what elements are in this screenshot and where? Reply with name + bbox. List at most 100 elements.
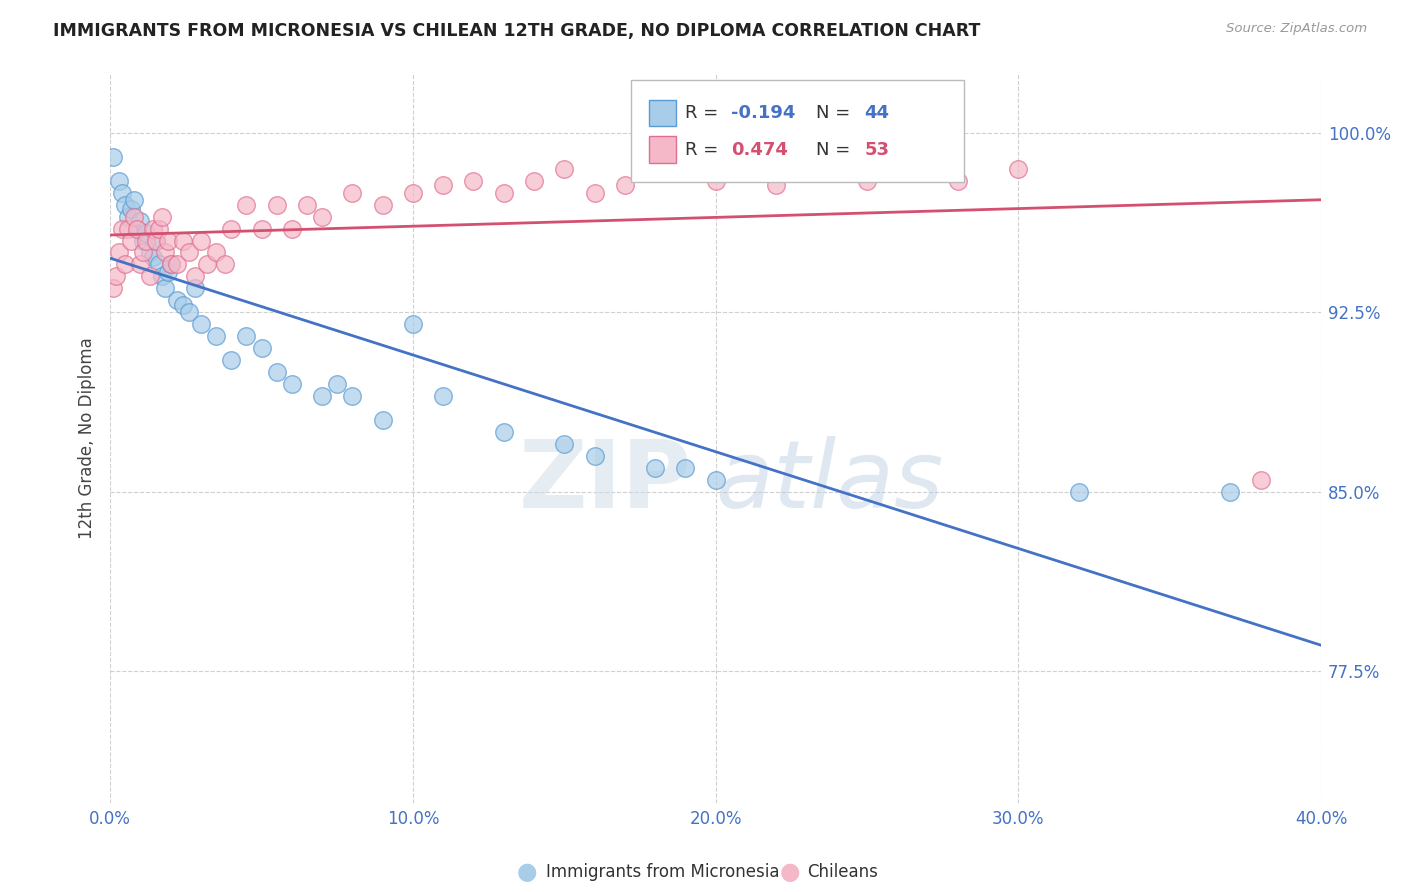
Point xyxy=(1007,161,1029,176)
Point xyxy=(205,245,228,260)
Point xyxy=(135,227,157,241)
Point xyxy=(153,245,176,260)
Point xyxy=(148,257,170,271)
Point xyxy=(371,413,394,427)
Point xyxy=(132,234,155,248)
Text: N =: N = xyxy=(815,141,856,159)
Point xyxy=(281,377,304,392)
Text: IMMIGRANTS FROM MICRONESIA VS CHILEAN 12TH GRADE, NO DIPLOMA CORRELATION CHART: IMMIGRANTS FROM MICRONESIA VS CHILEAN 12… xyxy=(53,22,981,40)
Point xyxy=(108,245,131,260)
Point xyxy=(214,257,236,271)
Point xyxy=(138,269,160,284)
Point xyxy=(145,234,167,248)
Text: -0.194: -0.194 xyxy=(731,104,796,122)
Point xyxy=(177,305,200,319)
Point xyxy=(190,318,212,332)
Point xyxy=(492,186,515,200)
Point xyxy=(145,234,167,248)
Point xyxy=(111,186,134,200)
Text: ●: ● xyxy=(780,861,800,884)
Text: atlas: atlas xyxy=(716,436,943,527)
Point xyxy=(856,174,879,188)
Point xyxy=(129,257,152,271)
Y-axis label: 12th Grade, No Diploma: 12th Grade, No Diploma xyxy=(79,337,96,539)
Point xyxy=(235,197,257,211)
Point xyxy=(156,234,179,248)
Point xyxy=(266,365,288,379)
Point xyxy=(166,257,188,271)
Point xyxy=(124,210,146,224)
Point xyxy=(114,197,136,211)
Text: ZIP: ZIP xyxy=(519,436,692,528)
Point xyxy=(371,197,394,211)
Text: Immigrants from Micronesia: Immigrants from Micronesia xyxy=(546,863,779,881)
Point xyxy=(553,161,575,176)
Point xyxy=(311,210,333,224)
Point xyxy=(166,293,188,308)
FancyBboxPatch shape xyxy=(631,80,965,183)
Text: ●: ● xyxy=(517,861,537,884)
Point xyxy=(326,377,349,392)
Bar xyxy=(650,136,676,162)
Point xyxy=(825,161,848,176)
Point xyxy=(583,186,606,200)
Point xyxy=(103,281,125,295)
Point xyxy=(644,161,666,176)
Text: 44: 44 xyxy=(865,104,890,122)
Point xyxy=(1219,484,1241,499)
Point xyxy=(159,257,181,271)
Text: 53: 53 xyxy=(865,141,890,159)
Point xyxy=(177,245,200,260)
Point xyxy=(1067,484,1090,499)
Point xyxy=(172,298,194,312)
Point xyxy=(150,210,173,224)
Point xyxy=(150,269,173,284)
Point xyxy=(1250,473,1272,487)
Point xyxy=(120,202,142,217)
Text: R =: R = xyxy=(685,104,724,122)
Point xyxy=(205,329,228,343)
Point xyxy=(114,257,136,271)
Point xyxy=(103,150,125,164)
Point xyxy=(129,214,152,228)
Bar xyxy=(650,100,676,127)
Point xyxy=(704,473,727,487)
Point xyxy=(281,221,304,235)
Point xyxy=(219,353,242,368)
Point xyxy=(492,425,515,439)
Text: Source: ZipAtlas.com: Source: ZipAtlas.com xyxy=(1226,22,1367,36)
Point xyxy=(156,265,179,279)
Point xyxy=(765,178,787,193)
Point xyxy=(342,389,364,403)
Point xyxy=(250,221,273,235)
Point xyxy=(432,389,454,403)
Point xyxy=(673,461,696,475)
Point xyxy=(153,281,176,295)
Text: 0.474: 0.474 xyxy=(731,141,789,159)
Point xyxy=(117,221,139,235)
Point xyxy=(184,269,207,284)
Point xyxy=(704,174,727,188)
Text: N =: N = xyxy=(815,104,856,122)
Point xyxy=(132,245,155,260)
Point xyxy=(195,257,218,271)
Text: Chileans: Chileans xyxy=(807,863,877,881)
Point xyxy=(219,221,242,235)
Point xyxy=(463,174,485,188)
Point xyxy=(250,341,273,355)
Point xyxy=(141,221,163,235)
Point xyxy=(184,281,207,295)
Point xyxy=(111,221,134,235)
Point xyxy=(553,437,575,451)
Point xyxy=(120,234,142,248)
Point xyxy=(342,186,364,200)
Point xyxy=(138,245,160,260)
Point xyxy=(190,234,212,248)
Point xyxy=(172,234,194,248)
Point xyxy=(402,186,425,200)
Point xyxy=(148,221,170,235)
Point xyxy=(141,250,163,264)
Point xyxy=(432,178,454,193)
Point xyxy=(295,197,318,211)
Point xyxy=(127,221,149,235)
